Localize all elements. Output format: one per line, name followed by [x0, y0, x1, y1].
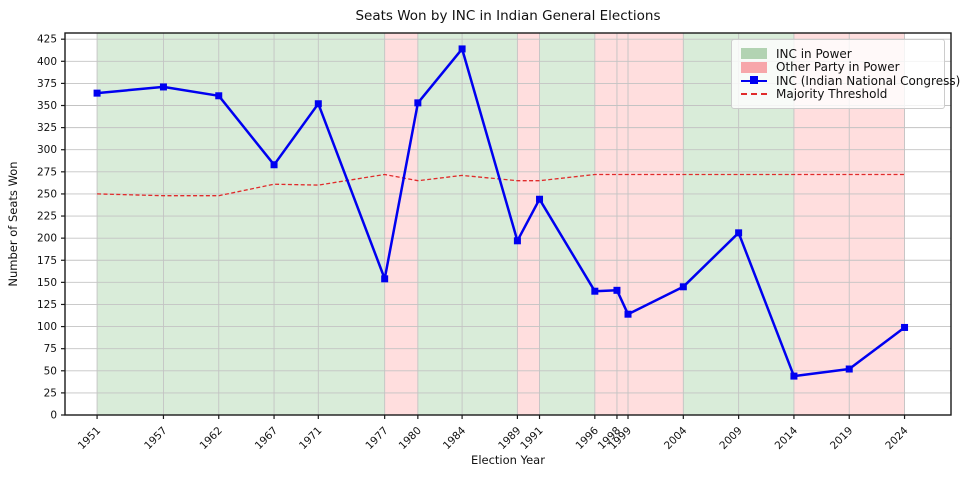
y-tick-label: 25: [44, 387, 57, 399]
data-point-marker: [624, 310, 632, 318]
band-inc-in-power: [539, 33, 595, 415]
y-tick-label: 100: [37, 321, 57, 333]
band-inc-in-power: [417, 33, 518, 415]
threshold-swatch: [741, 93, 767, 96]
x-tick-label: 2019: [828, 425, 855, 452]
y-tick-label: 125: [37, 299, 57, 311]
y-tick-label: 0: [50, 410, 57, 422]
x-tick-label: 1989: [496, 425, 523, 452]
x-tick-label: 1980: [397, 425, 424, 452]
data-point-marker: [159, 83, 167, 91]
plot-border: [64, 32, 952, 416]
legend-item-other-power: Other Party in Power: [741, 60, 935, 75]
legend-label-inc-line: INC (Indian National Congress): [776, 73, 960, 88]
majority-threshold-line: [97, 173, 905, 197]
data-point-marker: [314, 100, 322, 108]
x-tick-label: 1971: [297, 425, 324, 452]
band-other-party: [594, 33, 684, 415]
x-tick-label: 2014: [773, 424, 801, 452]
square-marker-icon: [750, 76, 758, 85]
x-tick-label: 1977: [363, 425, 390, 452]
y-tick-label: 325: [37, 122, 57, 134]
legend-item-inc-line: INC (Indian National Congress): [741, 74, 960, 88]
inc-power-swatch: [741, 48, 767, 59]
inc-seats-line: [96, 47, 906, 378]
data-point-marker: [458, 45, 466, 53]
y-tick-label: 225: [37, 211, 57, 223]
data-point-marker: [513, 237, 521, 245]
data-point-marker: [613, 286, 621, 294]
x-tick-label: 2009: [717, 425, 744, 452]
y-tick-label: 275: [37, 166, 57, 178]
band-other-party: [517, 33, 540, 415]
band-other-party: [384, 33, 418, 415]
band-inc-in-power: [97, 33, 385, 415]
y-tick-label: 75: [44, 343, 57, 355]
data-point-marker: [735, 229, 743, 237]
other-party-swatch: [741, 61, 767, 73]
data-point-marker: [591, 287, 599, 295]
legend-label-threshold: Majority Threshold: [776, 87, 888, 102]
x-tick-label: 1991: [518, 425, 545, 452]
y-tick-label: 150: [37, 277, 57, 289]
y-tick-label: 200: [37, 233, 57, 245]
legend: INC in Power Other Party in Power INC (I…: [731, 39, 960, 109]
chart-title: Seats Won by INC in Indian General Elect…: [355, 8, 661, 24]
data-point-marker: [536, 195, 544, 203]
data-point-marker: [93, 89, 101, 97]
data-point-marker: [845, 365, 853, 373]
data-point-marker: [901, 323, 909, 331]
legend-label-other-power: Other Party in Power: [776, 60, 900, 75]
data-point-marker: [414, 99, 422, 107]
x-tick-label: 1996: [574, 424, 602, 452]
y-tick-label: 425: [37, 34, 57, 46]
x-tick-label: 1962: [197, 425, 224, 452]
x-tick-label: 2004: [662, 424, 690, 452]
y-tick-label: 375: [37, 78, 57, 90]
data-point-marker: [270, 161, 278, 169]
y-tick-label: 175: [37, 255, 57, 267]
legend-item-threshold: Majority Threshold: [741, 87, 935, 102]
inc-line-swatch: [741, 76, 767, 85]
x-tick-label: 1967: [253, 425, 280, 452]
legend-item-inc-power: INC in Power: [741, 46, 935, 61]
x-axis-label: Election Year: [471, 453, 545, 467]
x-tick-label: 1984: [441, 424, 469, 452]
data-point-marker: [381, 275, 389, 283]
x-tick-label: 1951: [76, 425, 103, 452]
data-point-marker: [679, 283, 687, 291]
x-tick-label: 2024: [883, 424, 911, 452]
data-point-marker: [790, 372, 798, 380]
y-tick-label: 50: [44, 365, 57, 377]
y-tick-label: 350: [37, 100, 57, 112]
y-tick-label: 250: [37, 188, 57, 200]
y-axis-label: Number of Seats Won: [6, 161, 20, 287]
y-tick-label: 300: [37, 144, 57, 156]
legend-label-inc-power: INC in Power: [776, 46, 852, 61]
data-point-marker: [215, 92, 223, 100]
x-tick-label: 1957: [142, 425, 169, 452]
y-tick-label: 400: [37, 56, 57, 68]
